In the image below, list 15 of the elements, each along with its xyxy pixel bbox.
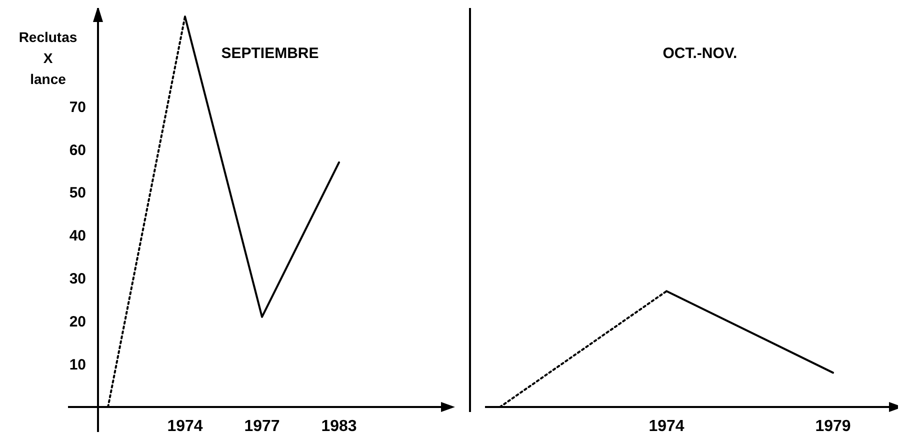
y-tick-label: 70	[69, 98, 86, 116]
x-tick-label: 1974	[167, 418, 203, 435]
y-tick-label: 20	[69, 313, 86, 330]
y-tick-label: 40	[69, 228, 86, 245]
y-tick-label: 10	[69, 356, 86, 374]
y-tick-label: 50	[69, 184, 86, 202]
x-tick-label: 1977	[244, 418, 280, 435]
y-tick-label: 60	[69, 142, 86, 159]
text: OCT.-NOV.	[662, 45, 738, 62]
text: SEPTIEMBRE	[221, 45, 319, 62]
y-tick-label: 30	[69, 270, 86, 288]
y-axis-title: Reclutas X lance	[18, 29, 78, 87]
x-tick-label: 1974	[648, 418, 684, 435]
x-tick-label: 1979	[815, 418, 851, 435]
x-tick-label: 1983	[321, 418, 357, 435]
